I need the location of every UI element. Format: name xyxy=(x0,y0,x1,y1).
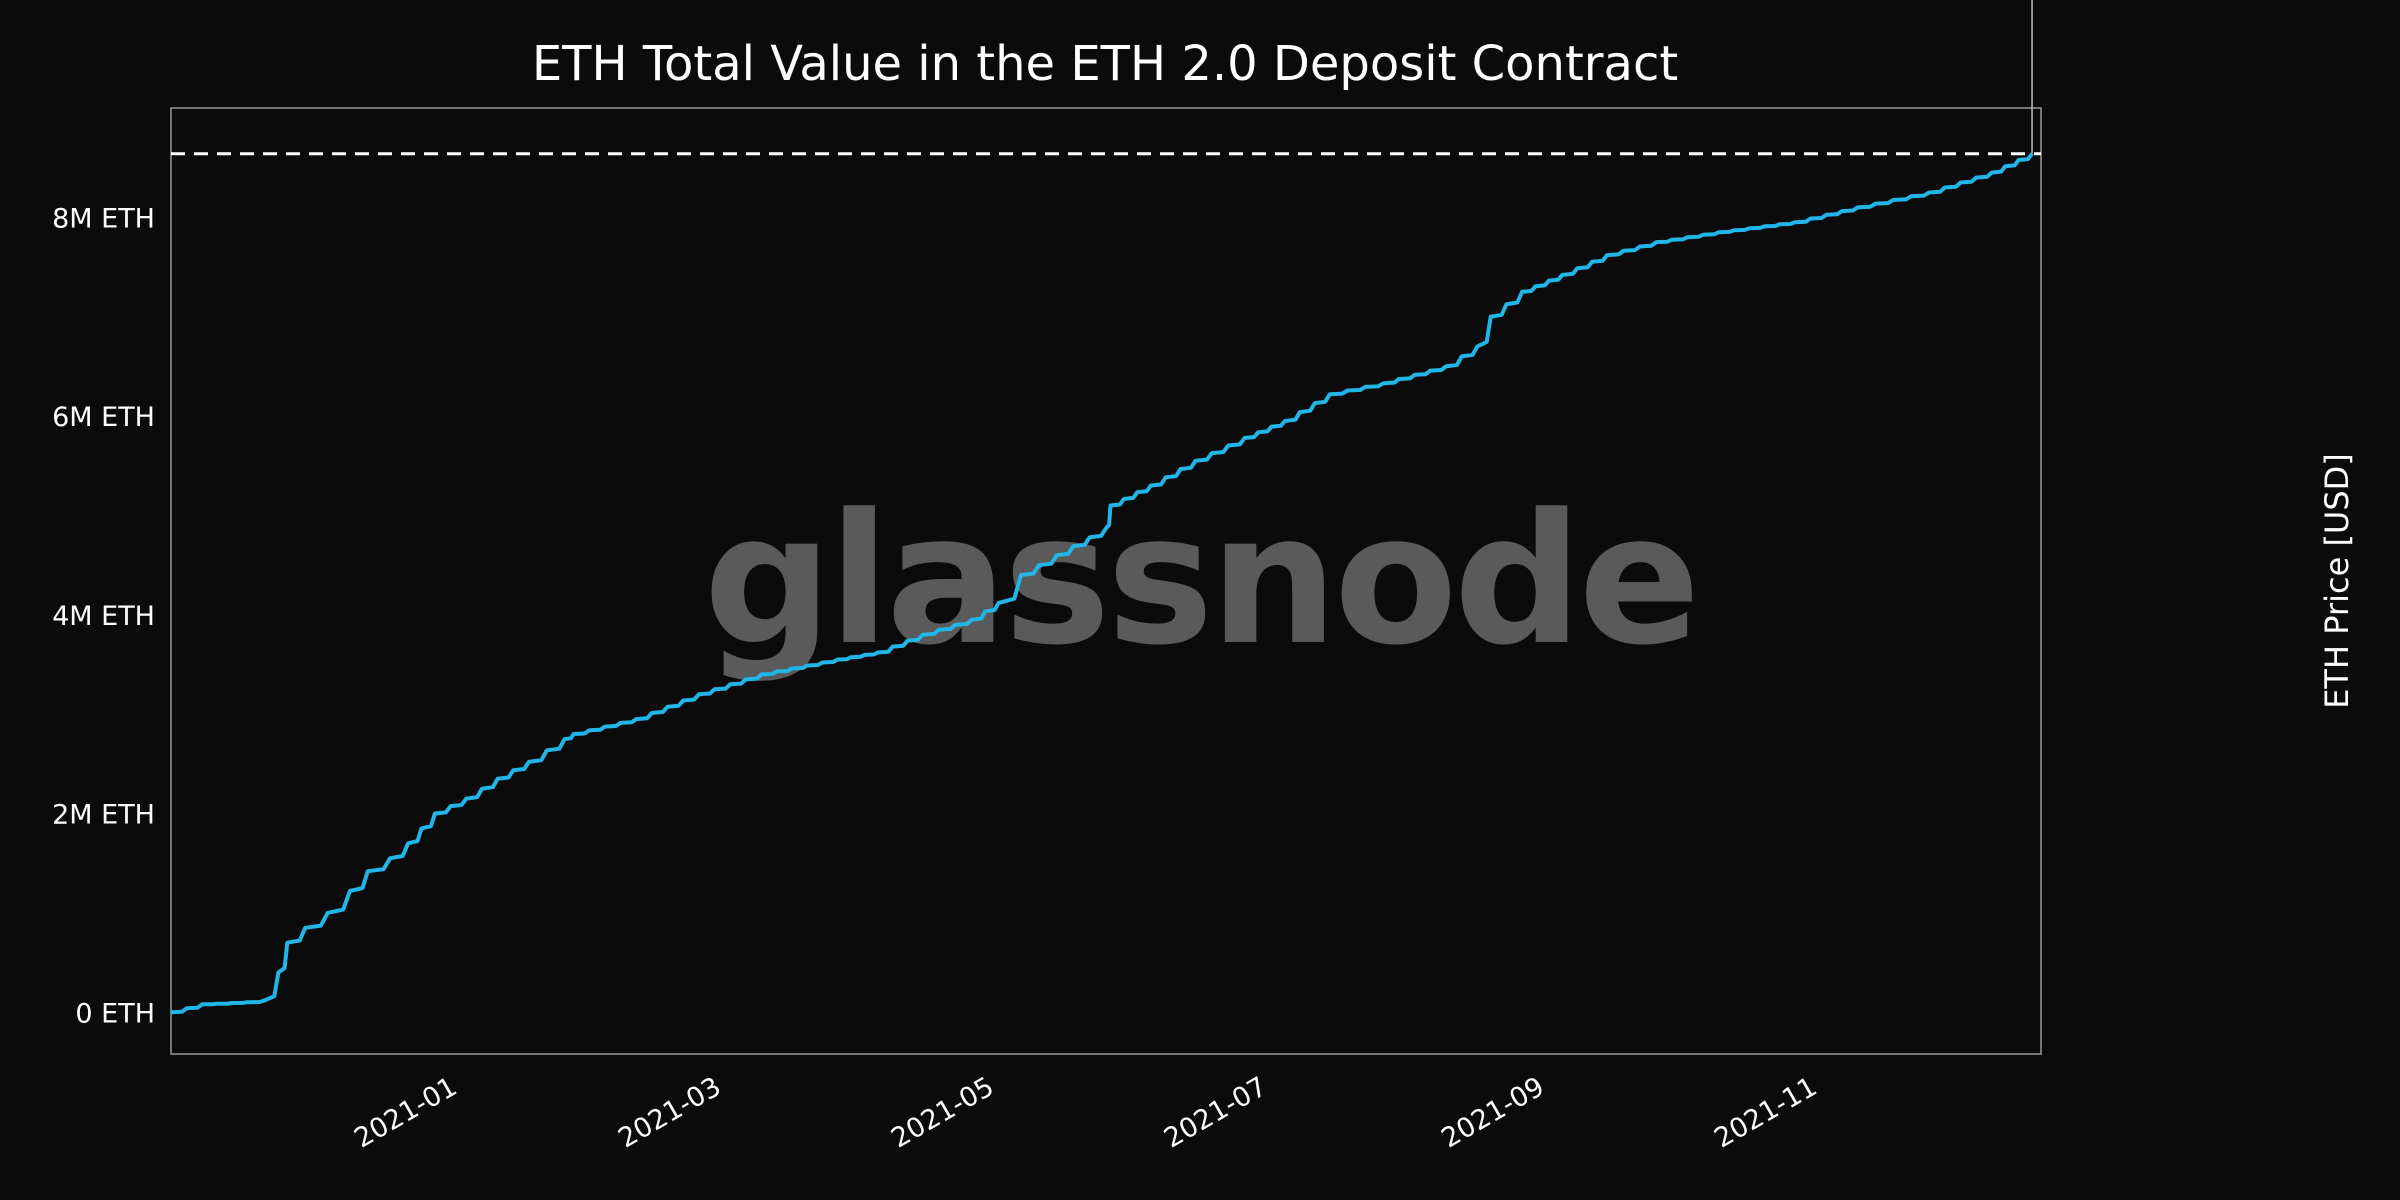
x-tick-label: 2021-03 xyxy=(613,1071,726,1154)
y-right-axis-label: ETH Price [USD] xyxy=(2318,453,2356,709)
plot-area xyxy=(170,107,2042,1055)
x-tick-label: 2021-11 xyxy=(1709,1071,1822,1154)
deposit-series-layer xyxy=(170,152,2034,1015)
x-tick-label: 2021-09 xyxy=(1436,1071,1549,1154)
x-tick-label: 2021-05 xyxy=(886,1071,999,1154)
x-tick-label: 2021-01 xyxy=(349,1071,462,1154)
y-left-tick-label: 4M ETH xyxy=(52,601,155,632)
deposit-total-line xyxy=(170,152,2034,1015)
x-tick-label: 2021-07 xyxy=(1159,1071,1272,1154)
watermark-logo: glassnode xyxy=(703,476,1696,685)
ath-layer xyxy=(171,0,2041,156)
x-ticks: 2021-01 2021-03 2021-05 2021-07 2021-09 2021-… xyxy=(349,1071,1822,1154)
y-left-tick-label: 8M ETH xyxy=(52,203,155,234)
chart-title: ETH Total Value in the ETH 2.0 Deposit C… xyxy=(532,36,1678,92)
y-left-tick-label: 6M ETH xyxy=(52,402,155,433)
y-left-ticks: 0 ETH 2M ETH 4M ETH 6M ETH 8M ETH xyxy=(52,203,155,1029)
y-left-tick-label: 0 ETH xyxy=(75,998,155,1029)
y-left-tick-label: 2M ETH xyxy=(52,800,155,831)
